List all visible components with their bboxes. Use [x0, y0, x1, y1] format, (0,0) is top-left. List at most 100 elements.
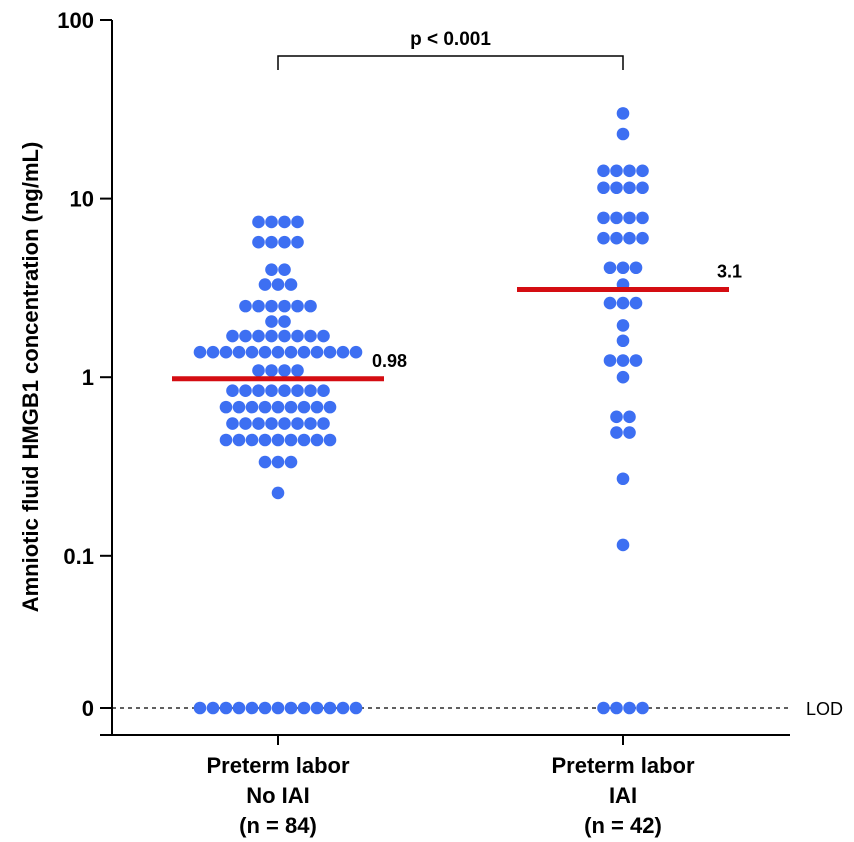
data-point	[349, 345, 363, 359]
data-point	[258, 455, 272, 469]
data-point	[265, 215, 278, 229]
data-point	[304, 384, 317, 398]
data-point	[297, 400, 311, 414]
data-point	[232, 400, 246, 414]
data-point	[284, 433, 298, 447]
data-point	[284, 455, 298, 469]
data-point	[284, 400, 298, 414]
data-point	[284, 701, 298, 715]
y-tick-label: 0.1	[63, 544, 94, 569]
data-point	[291, 215, 304, 229]
y-axis-title: Amniotic fluid HMGB1 concentration (ng/m…	[18, 142, 43, 613]
data-point	[284, 345, 298, 359]
data-point	[239, 299, 252, 313]
data-point	[623, 426, 636, 439]
data-point	[317, 417, 330, 430]
data-point	[278, 315, 291, 328]
data-point	[336, 701, 350, 715]
data-point	[310, 345, 324, 359]
data-point	[616, 296, 630, 310]
data-point	[239, 417, 252, 430]
data-point	[245, 701, 259, 715]
data-point	[616, 370, 630, 384]
data-point	[610, 426, 623, 439]
data-point	[616, 127, 630, 141]
data-point	[323, 701, 337, 715]
data-point	[258, 400, 272, 414]
data-point	[278, 215, 291, 229]
data-point	[636, 211, 649, 225]
data-point	[317, 329, 330, 343]
data-point	[219, 701, 233, 715]
data-point	[636, 181, 649, 195]
data-point	[597, 211, 610, 225]
chart-labels: LOD Amniotic fluid HMGB1 concentration (n…	[18, 29, 843, 838]
category-label: No IAI	[246, 783, 310, 808]
data-point	[252, 235, 265, 249]
data-point	[252, 299, 265, 313]
data-point	[629, 296, 643, 310]
data-point	[271, 455, 285, 469]
data-point	[239, 329, 252, 343]
y-tick-label: 0	[82, 696, 94, 721]
data-point	[226, 417, 239, 430]
category-label: (n = 84)	[239, 813, 317, 838]
data-point	[278, 417, 291, 430]
data-point	[245, 433, 259, 447]
data-point	[623, 231, 636, 245]
data-point	[265, 299, 278, 313]
data-point	[597, 701, 610, 715]
axes: 100 10 1 0.1 0	[57, 8, 790, 745]
data-point	[252, 364, 265, 377]
data-point	[265, 384, 278, 398]
data-point	[616, 538, 630, 552]
data-point	[629, 354, 643, 367]
data-point	[597, 181, 610, 195]
category-label: Preterm labor	[551, 753, 694, 778]
lod-label: LOD	[806, 699, 843, 719]
data-point	[193, 345, 207, 359]
data-point	[265, 417, 278, 430]
data-point	[291, 299, 304, 313]
data-point	[616, 261, 630, 275]
data-point	[623, 164, 636, 178]
data-point	[629, 261, 643, 275]
data-point	[310, 400, 324, 414]
data-point	[616, 472, 630, 486]
data-point	[297, 433, 311, 447]
data-point	[297, 345, 311, 359]
data-point	[271, 701, 285, 715]
data-point	[610, 701, 623, 715]
data-point	[616, 334, 630, 348]
data-point	[226, 384, 239, 398]
data-point	[304, 329, 317, 343]
data-point	[278, 235, 291, 249]
data-point	[271, 345, 285, 359]
data-point	[310, 433, 324, 447]
y-tick-label: 100	[57, 8, 94, 33]
data-point	[291, 384, 304, 398]
data-point	[291, 364, 304, 377]
data-point	[623, 701, 636, 715]
y-tick-label: 1	[82, 365, 94, 390]
data-point	[323, 345, 337, 359]
data-point	[252, 329, 265, 343]
data-point	[603, 261, 617, 275]
data-point	[258, 278, 272, 291]
data-point	[232, 701, 246, 715]
data-point	[603, 296, 617, 310]
data-point	[265, 329, 278, 343]
data-point	[597, 164, 610, 178]
data-point	[616, 354, 630, 367]
median-label: 0.98	[372, 351, 407, 371]
data-point	[206, 345, 220, 359]
data-point	[265, 315, 278, 328]
data-point	[636, 231, 649, 245]
median-label: 3.1	[717, 261, 742, 281]
data-point	[616, 319, 630, 332]
data-point	[258, 433, 272, 447]
data-point	[636, 701, 649, 715]
data-point	[271, 433, 285, 447]
data-point	[610, 231, 623, 245]
